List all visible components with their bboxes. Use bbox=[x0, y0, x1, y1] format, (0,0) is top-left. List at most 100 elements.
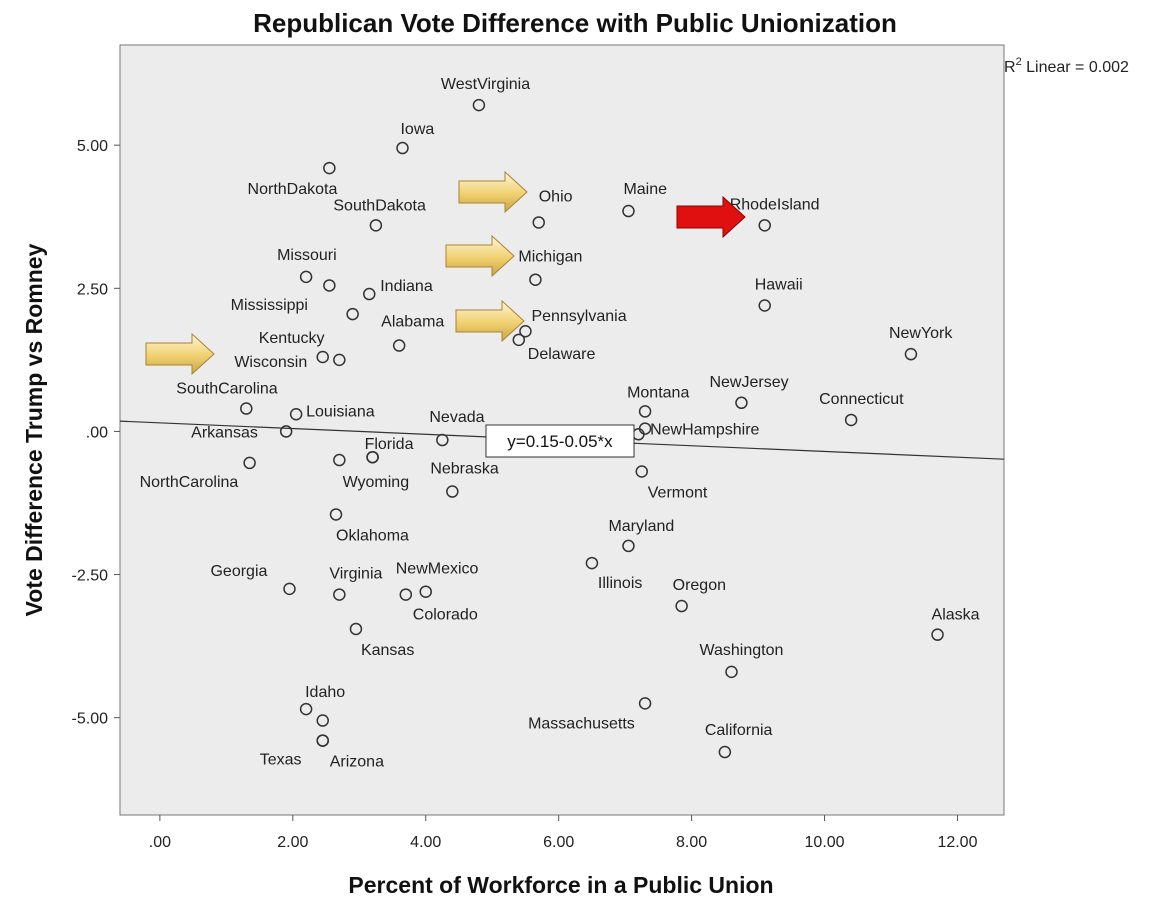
point-label: Iowa bbox=[400, 121, 434, 138]
x-tick-label: 6.00 bbox=[543, 834, 574, 851]
point-label: NewHampshire bbox=[650, 422, 759, 439]
point-label: Colorado bbox=[413, 607, 478, 624]
point-nebraska bbox=[446, 485, 459, 498]
axis-ticks: .00 2.00 4.00 6.00 8.00 10.00 12.00 5.00 2.50 .00… bbox=[72, 138, 978, 851]
point-oklahoma bbox=[329, 508, 343, 521]
point-california bbox=[718, 745, 732, 759]
point-label: Idaho bbox=[305, 684, 345, 701]
point-label: Illinois bbox=[598, 575, 642, 592]
point-kansas bbox=[349, 622, 363, 636]
point-alabama bbox=[392, 339, 406, 352]
point-label: Delaware bbox=[528, 346, 596, 363]
point-missouri bbox=[299, 270, 313, 284]
point-newjersey bbox=[735, 396, 748, 410]
point-maine bbox=[622, 204, 635, 218]
point-kentucky bbox=[316, 350, 329, 364]
point-westvirginia bbox=[472, 98, 486, 112]
point-idaho bbox=[299, 702, 313, 716]
point-label: Montana bbox=[627, 384, 689, 401]
point-arkansas bbox=[279, 425, 293, 438]
y-tick-label: -5.00 bbox=[72, 711, 109, 728]
point-label: Alabama bbox=[381, 314, 444, 331]
x-tick-label: .00 bbox=[149, 834, 171, 851]
y-tick-label: .00 bbox=[86, 424, 108, 441]
point-indiana bbox=[362, 287, 376, 301]
point-label: Wyoming bbox=[343, 474, 410, 491]
point-hawaii bbox=[758, 299, 771, 312]
point-vermont bbox=[635, 465, 649, 478]
point-label: Oklahoma bbox=[336, 527, 409, 544]
point-label: Kentucky bbox=[259, 330, 325, 347]
arrow-michigan bbox=[445, 234, 515, 278]
point-label: NewYork bbox=[889, 325, 953, 342]
point-northcarolina bbox=[243, 456, 256, 470]
point-label: Indiana bbox=[380, 278, 433, 295]
point-georgia bbox=[283, 582, 296, 596]
point-wisconsin bbox=[333, 353, 346, 367]
point-label: NewMexico bbox=[396, 561, 479, 578]
point-label: Alaska bbox=[932, 607, 980, 624]
x-tick-label: 10.00 bbox=[805, 834, 845, 851]
point-southdakota bbox=[369, 219, 383, 232]
point-montana bbox=[638, 405, 652, 418]
point-massachusetts bbox=[638, 697, 652, 710]
point-label: Oregon bbox=[673, 577, 726, 594]
point-label: NorthDakota bbox=[248, 181, 338, 198]
y-axis-title: Vote Difference Trump vs Romney bbox=[21, 243, 47, 616]
point-delaware bbox=[512, 333, 526, 347]
arrow-wisconsin bbox=[145, 332, 215, 376]
arrow-rhodeisland bbox=[676, 195, 746, 239]
x-tick-label: 4.00 bbox=[410, 834, 441, 851]
point-iowa bbox=[396, 141, 409, 155]
point-unlabeled bbox=[333, 453, 346, 467]
point-label: Virginia bbox=[329, 566, 382, 583]
point-label: Pennsylvania bbox=[531, 308, 626, 325]
point-illinois bbox=[585, 556, 599, 570]
point-michigan bbox=[529, 273, 542, 286]
point-colorado bbox=[399, 588, 413, 601]
chart-title: Republican Vote Difference with Public U… bbox=[253, 8, 897, 38]
y-tick-label: 2.50 bbox=[77, 281, 108, 298]
arrow-pennsylvania bbox=[455, 299, 525, 343]
point-rhodeisland bbox=[758, 219, 771, 232]
arrow-ohio bbox=[458, 170, 528, 214]
point-label: Nevada bbox=[429, 409, 484, 426]
point-label: RhodeIsland bbox=[730, 196, 820, 213]
point-label: NorthCarolina bbox=[140, 474, 239, 491]
point-label: California bbox=[705, 722, 773, 739]
point-wyoming bbox=[366, 450, 379, 464]
point-label: Washington bbox=[699, 642, 783, 659]
y-tick-label: 5.00 bbox=[77, 138, 108, 155]
point-label: Georgia bbox=[210, 563, 267, 580]
point-label: Hawaii bbox=[755, 276, 803, 293]
point-mississippi bbox=[346, 307, 359, 321]
point-label: NewJersey bbox=[709, 374, 788, 391]
point-label: Kansas bbox=[361, 642, 414, 659]
arrow-annotations bbox=[145, 170, 746, 376]
point-pennsylvania bbox=[519, 324, 532, 338]
point-label: SouthCarolina bbox=[176, 381, 277, 398]
point-label: Massachusetts bbox=[528, 715, 635, 732]
fit-equation-group: y=0.15-0.05*x bbox=[485, 424, 635, 458]
point-newyork bbox=[904, 347, 918, 361]
point-label: Maine bbox=[623, 181, 667, 198]
y-tick-label: -2.50 bbox=[72, 568, 109, 585]
point-nevada bbox=[436, 433, 449, 447]
fit-equation-label: y=0.15-0.05*x bbox=[507, 432, 613, 451]
fit-equation-box bbox=[485, 424, 635, 458]
point-label: Connecticut bbox=[819, 391, 904, 408]
x-tick-label: 12.00 bbox=[937, 834, 977, 851]
point-label: Louisiana bbox=[306, 403, 375, 420]
point-label: Nebraska bbox=[430, 461, 499, 478]
point-label: WestVirginia bbox=[441, 76, 530, 93]
r-squared-label: R2 Linear = 0.002 bbox=[1004, 56, 1129, 76]
point-connecticut bbox=[844, 413, 858, 427]
point-label: Florida bbox=[365, 436, 414, 453]
point-unlabeled bbox=[316, 714, 329, 727]
point-label: SouthDakota bbox=[333, 197, 426, 214]
x-tick-label: 8.00 bbox=[676, 834, 707, 851]
x-axis-title: Percent of Workforce in a Public Union bbox=[348, 872, 773, 898]
point-label: Missouri bbox=[277, 247, 337, 264]
